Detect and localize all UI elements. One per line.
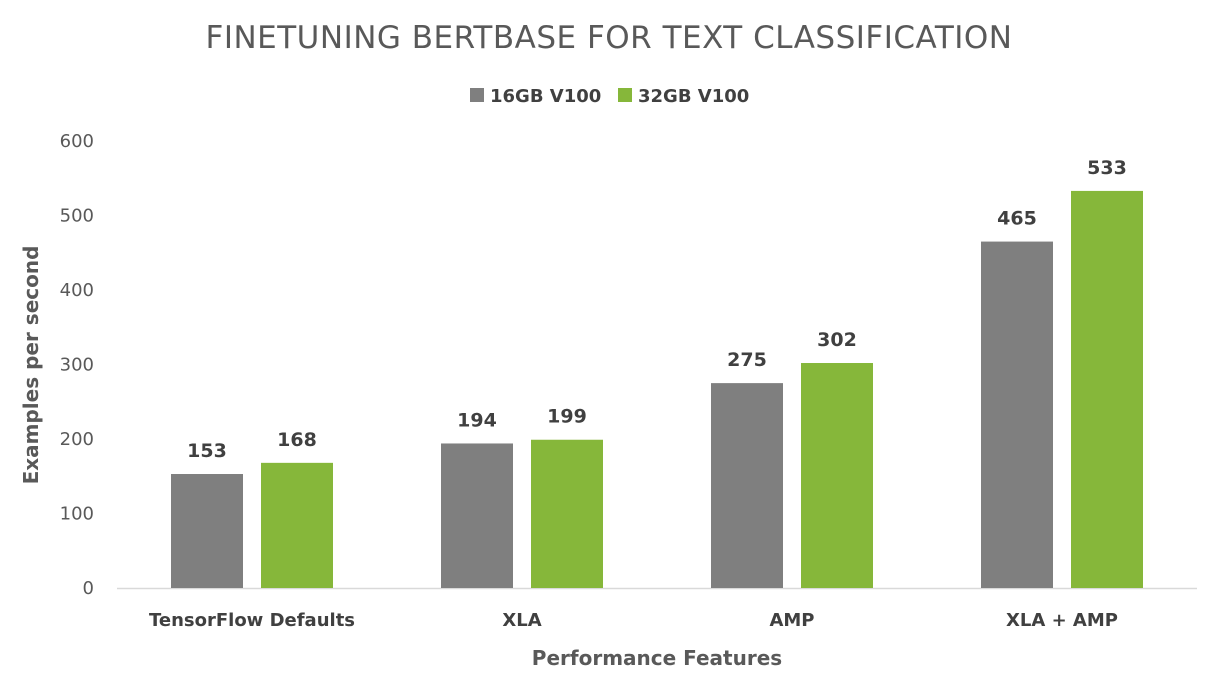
legend-swatch [470,88,484,102]
y-tick-label: 200 [60,429,94,450]
bar [981,241,1053,588]
bar [531,439,603,588]
legend-label: 16GB V100 [490,86,601,107]
data-label: 194 [457,409,497,431]
legend-label: 32GB V100 [638,86,749,107]
y-tick-label: 100 [60,504,94,525]
data-label: 168 [277,429,317,451]
data-label: 153 [187,440,227,462]
legend: 16GB V100 32GB V100 [470,86,749,107]
data-label: 199 [547,406,587,428]
y-tick-label: 300 [60,355,94,376]
bar [441,443,513,588]
bar [711,383,783,588]
x-tick-label: AMP [769,610,814,631]
data-labels: 153 168 194 199 275 302 465 533 [187,157,1127,462]
x-tick-label: TensorFlow Defaults [149,610,355,631]
x-tick-label: XLA [502,610,541,631]
y-tick-label: 0 [83,578,94,599]
data-label: 465 [997,208,1037,230]
data-label: 302 [817,329,857,351]
bar [261,462,333,588]
y-tick-label: 500 [60,206,94,227]
bar [1071,190,1143,589]
bars [171,190,1143,589]
y-axis-title: Examples per second [19,246,43,485]
x-tick-label: XLA + AMP [1006,610,1118,631]
legend-item: 32GB V100 [618,86,749,107]
x-axis: TensorFlow Defaults XLA AMP XLA + AMP [149,610,1118,631]
y-tick-label: 400 [60,280,94,301]
bar [171,474,243,588]
x-axis-title: Performance Features [532,646,782,670]
y-tick-label: 600 [60,131,94,152]
bar [801,363,873,588]
data-label: 275 [727,349,767,371]
legend-item: 16GB V100 [470,86,601,107]
data-label: 533 [1087,157,1127,179]
y-axis: 0 100 200 300 400 500 600 [60,131,94,599]
chart-title: FINETUNING BERTBASE FOR TEXT CLASSIFICAT… [206,20,1013,56]
legend-swatch [618,88,632,102]
